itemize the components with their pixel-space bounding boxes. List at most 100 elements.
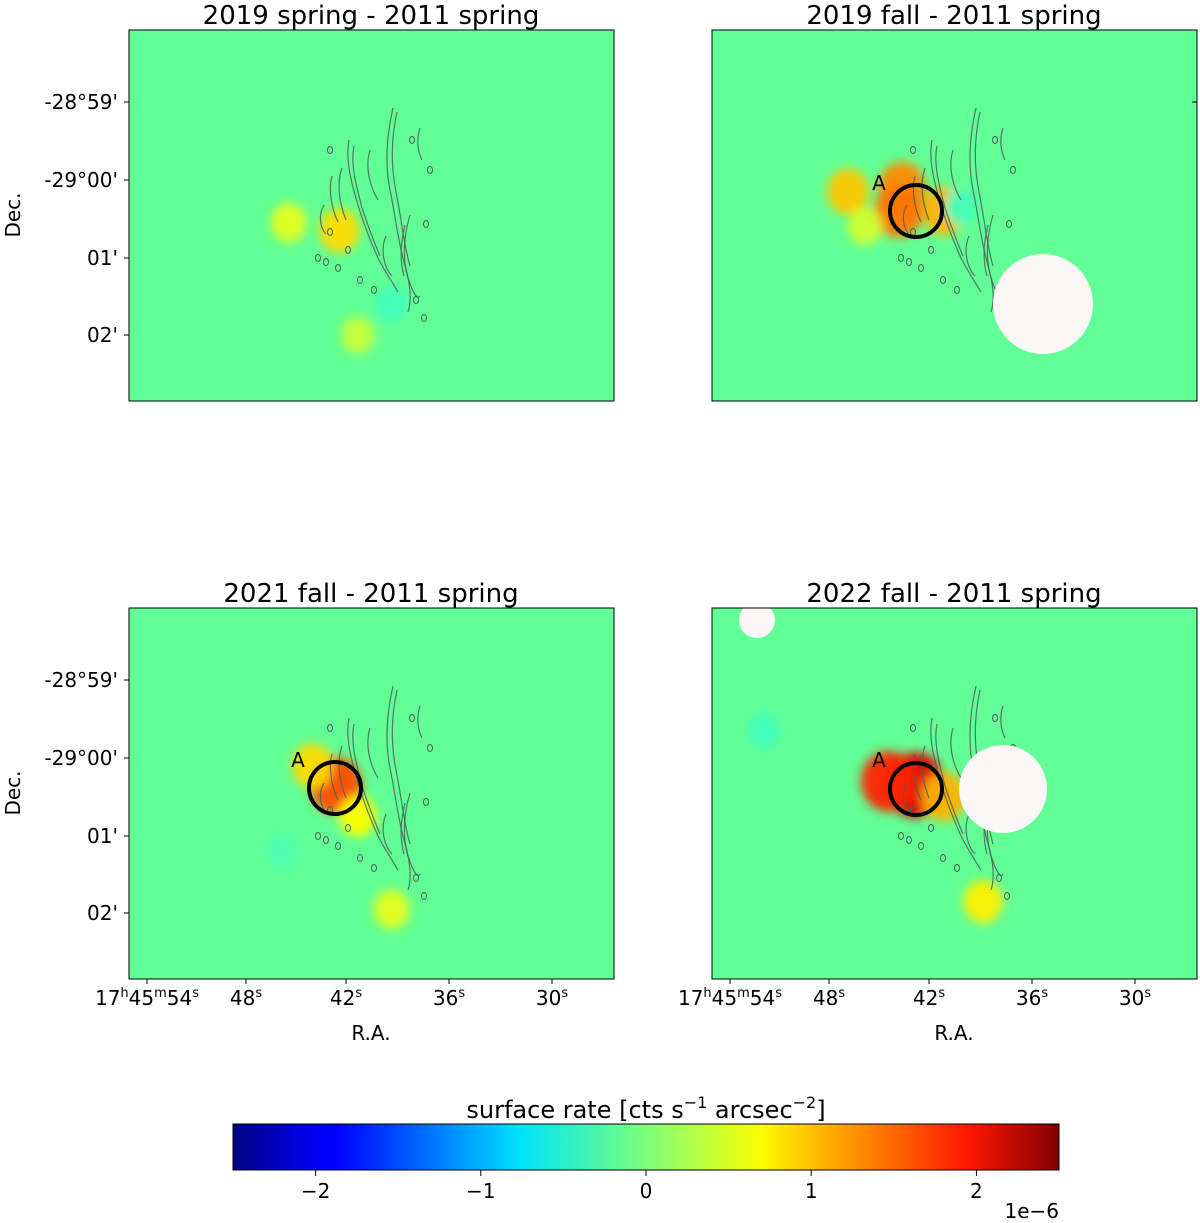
radio-contour [409, 136, 415, 144]
colorbar-offset-text: 1e−6 [1004, 1199, 1059, 1223]
heatmap-blob [874, 184, 924, 238]
radio-contour [421, 892, 427, 900]
radio-contour [950, 727, 962, 779]
radio-contour [386, 107, 411, 313]
excluded-source-mask [993, 254, 1093, 354]
radio-contour [918, 842, 924, 850]
panel-title: 2019 fall - 2011 spring [806, 1, 1101, 31]
heatmap-blob [339, 795, 377, 837]
radio-contour [1000, 127, 1006, 161]
radio-contour [992, 714, 998, 722]
heatmap-blobs [266, 743, 410, 930]
radio-contour [367, 149, 379, 201]
radio-contour [327, 228, 333, 236]
panel-frame [711, 607, 1198, 980]
colorbar-tick-label: 1 [805, 1179, 818, 1203]
x-tick-label-ra-54s: 17h45m54s 17h45m54s [95, 986, 199, 1010]
y-tick-label: 02' [87, 901, 118, 925]
y-tick-label: -28°59' [44, 668, 118, 692]
excluded-source-mask [739, 608, 775, 638]
radio-contour [910, 146, 916, 154]
radio-contour [965, 235, 976, 277]
radio-contour [992, 136, 998, 144]
x-tick-label-formatted: 17h45m54s [95, 986, 199, 1010]
radio-contour [1010, 166, 1016, 174]
colorbar-label: surface rate [cts s−1 arcsec−2] [466, 1093, 825, 1124]
radio-contour [315, 254, 321, 262]
panel-2022-fall: 2022 fall - 2011 spring A 17h45m54s 17h4… [678, 579, 1198, 1045]
radio-contour [357, 854, 363, 862]
x-tick-label-formatted: 48s [230, 986, 262, 1010]
x-tick-label-formatted: 36s [433, 986, 465, 1010]
radio-contour [386, 685, 411, 891]
x-tick-label-formatted: 42s [913, 986, 945, 1010]
y-axis-label: Dec. [1, 192, 25, 237]
radio-contour [413, 874, 419, 882]
x-tick-label-formatted: 30s [1119, 986, 1151, 1010]
heatmap-blob [341, 316, 375, 354]
x-axis-label: R.A. [934, 1021, 973, 1045]
radio-contour [906, 836, 912, 844]
radio-contour [965, 813, 976, 855]
radio-contour [950, 149, 962, 201]
radio-contour [1000, 705, 1006, 739]
radio-contours [315, 107, 433, 322]
heatmap-blob [318, 208, 360, 253]
y-tick-label: 01' [87, 824, 118, 848]
colorbar-tick-label: −2 [301, 1179, 330, 1203]
heatmap-area [712, 608, 1197, 979]
panel-2021-fall: 2021 fall - 2011 spring A -28°59' -29°00… [1, 579, 615, 1045]
radio-contour [391, 689, 411, 845]
heatmap-blob [944, 189, 978, 226]
radio-contour [928, 824, 934, 832]
radio-contour [338, 167, 347, 221]
radio-contour [335, 264, 341, 272]
x-axis: 17h45m54s 17h45m54s 48s 42s 36s 30s R.A. [678, 979, 1151, 1045]
radio-contour [898, 832, 904, 840]
radio-contour [315, 832, 321, 840]
y-axis: -28°59' -29°00' 01' 02' Dec. [1, 668, 129, 925]
y-tick-label: -28°59' [44, 90, 118, 114]
radio-contour [367, 727, 379, 779]
radio-contour [329, 175, 339, 223]
y-tick-label: -29°00' [44, 168, 118, 192]
heatmap-blob [266, 833, 298, 869]
radio-contour [930, 139, 982, 293]
radio-contour [996, 874, 1002, 882]
radio-contour [940, 854, 946, 862]
x-tick-label-ra-54s: 17h45m54s 17h45m54s [678, 986, 782, 1010]
panel-frame [128, 29, 615, 402]
radio-contour [918, 264, 924, 272]
x-tick-label-formatted: 42s [330, 986, 362, 1010]
radio-contour [413, 296, 419, 304]
radio-contour [323, 836, 329, 844]
radio-contour [902, 204, 910, 235]
heatmap-blob [861, 750, 917, 812]
heatmap-blob [847, 207, 883, 246]
radio-contour [930, 717, 982, 871]
radio-contour [954, 864, 960, 872]
heatmap-blob [375, 286, 409, 323]
region-a-label: A [872, 171, 886, 195]
region-a-circle [888, 761, 944, 817]
x-axis: 17h45m54s 17h45m54s 48s 42s 36s 30s R.A. [95, 979, 568, 1045]
radio-contour [921, 745, 930, 799]
panel-title: 2021 fall - 2011 spring [223, 579, 518, 609]
radio-contour [329, 753, 339, 801]
colorbar-tick-label: −1 [466, 1179, 495, 1203]
radio-contour [423, 798, 429, 806]
radio-contour [400, 224, 406, 277]
y-tick-label: 01' [87, 246, 118, 270]
radio-contour [371, 864, 377, 872]
radio-contour [912, 753, 922, 801]
x-tick-label-formatted: 48s [813, 986, 845, 1010]
radio-contour [906, 258, 912, 266]
region-a-label: A [872, 748, 886, 772]
heatmap-area [129, 30, 614, 401]
heatmap-background [129, 608, 614, 979]
colorbar-tick-label: 0 [640, 1179, 653, 1203]
radio-contour [417, 705, 423, 739]
region-a-circle [307, 760, 363, 816]
radio-contour [371, 286, 377, 294]
region-a-label: A [291, 748, 305, 772]
